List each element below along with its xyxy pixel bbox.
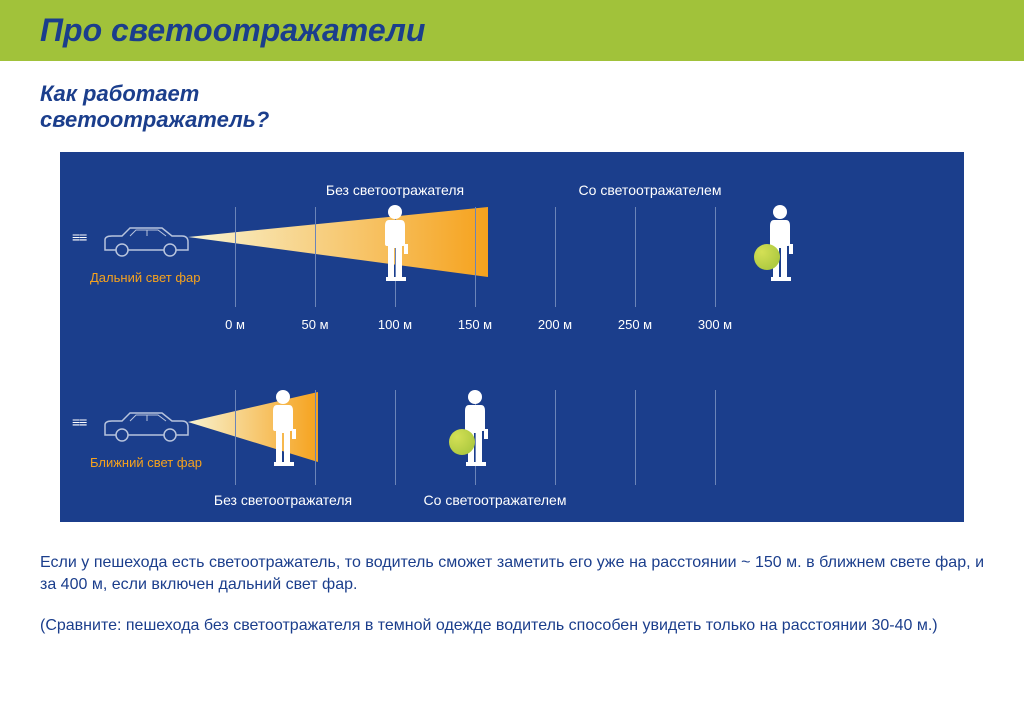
- person-with-reflector-icon: [764, 204, 796, 282]
- person-no-reflector-icon: [267, 389, 299, 467]
- label-with-reflector-low: Со светоотражателем: [424, 492, 567, 508]
- grid-line: [635, 207, 636, 307]
- subtitle-line1: Как работает: [40, 81, 199, 106]
- tick-label: 0 м: [225, 317, 245, 332]
- reflector-dot-icon: [449, 429, 475, 455]
- grid-line: [715, 390, 716, 485]
- page-title: Про светоотражатели: [40, 12, 984, 49]
- car-low-beam-icon: [100, 407, 190, 445]
- grid-line: [395, 390, 396, 485]
- motion-lines-icon: ≡≡: [72, 229, 86, 245]
- tick-label: 150 м: [458, 317, 492, 332]
- motion-lines-icon: ≡≡: [72, 414, 86, 430]
- reflector-dot-icon: [754, 244, 780, 270]
- grid-line: [235, 390, 236, 485]
- grid-line: [235, 207, 236, 307]
- tick-label: 50 м: [301, 317, 328, 332]
- tick-label: 100 м: [378, 317, 412, 332]
- label-no-reflector-high: Без светоотражателя: [326, 182, 464, 198]
- label-no-reflector-low: Без светоотражателя: [214, 492, 352, 508]
- grid-line: [315, 207, 316, 307]
- person-no-reflector-icon: [379, 204, 411, 282]
- body-text: Если у пешехода есть светоотражатель, то…: [40, 552, 984, 637]
- label-with-reflector-high: Со светоотражателем: [579, 182, 722, 198]
- paragraph-1: Если у пешехода есть светоотражатель, то…: [40, 552, 984, 597]
- paragraph-2: (Сравните: пешехода без светоотражателя …: [40, 615, 984, 637]
- grid-line: [715, 207, 716, 307]
- header-bar: Про светоотражатели: [0, 0, 1024, 61]
- reflector-diagram: ≡≡ Дальний свет фар: [60, 152, 964, 522]
- tick-label: 300 м: [698, 317, 732, 332]
- diagram-inner: ≡≡ Дальний свет фар: [60, 152, 964, 522]
- tick-label: 200 м: [538, 317, 572, 332]
- grid-line: [635, 390, 636, 485]
- high-beam-label: Дальний свет фар: [90, 270, 201, 285]
- grid-line: [555, 390, 556, 485]
- grid-line: [555, 207, 556, 307]
- subtitle-line2: светоотражатель?: [40, 107, 269, 132]
- car-high-beam-icon: [100, 222, 190, 260]
- tick-label: 250 м: [618, 317, 652, 332]
- high-beam-cone: [188, 207, 488, 277]
- subtitle: Как работает светоотражатель?: [40, 81, 1024, 134]
- grid-line: [315, 390, 316, 485]
- person-with-reflector-icon: [459, 389, 491, 467]
- low-beam-label: Ближний свет фар: [90, 455, 202, 470]
- grid-line: [475, 207, 476, 307]
